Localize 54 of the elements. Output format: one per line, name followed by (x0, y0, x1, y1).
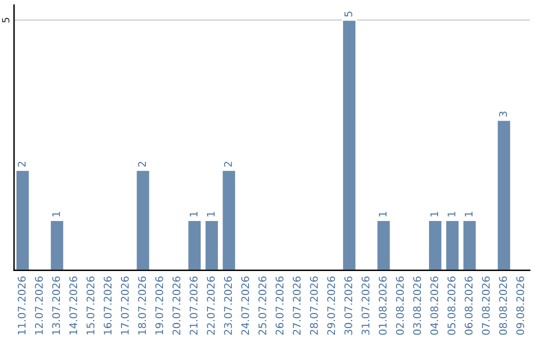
bar (342, 19, 357, 270)
data-label: 1 (464, 212, 472, 216)
x-tick-label: 31.07.2026 (362, 276, 370, 335)
data-label: 2 (138, 162, 146, 167)
x-tick-label: 08.08.2026 (499, 276, 507, 335)
data-label: 3 (499, 112, 507, 117)
data-label: 5 (344, 12, 352, 17)
x-tick-label: 30.07.2026 (344, 276, 352, 335)
x-tick-label: 07.08.2026 (482, 276, 490, 335)
bar (496, 119, 512, 270)
x-tick-label: 13.07.2026 (52, 276, 60, 334)
bar (49, 220, 65, 270)
data-label: 1 (378, 212, 386, 216)
x-tick-label: 12.07.2026 (34, 276, 43, 334)
bar (186, 220, 202, 270)
bar (221, 170, 236, 270)
x-tick-label: 23.07.2026 (224, 276, 232, 335)
bar (462, 220, 478, 270)
bar (135, 170, 151, 270)
data-label: 2 (18, 162, 26, 167)
x-tick-label: 04.08.2026 (430, 276, 438, 335)
x-tick-label: 29.07.2026 (327, 276, 336, 335)
x-tick-label: 24.07.2026 (241, 276, 250, 335)
data-label: 1 (448, 212, 456, 216)
x-tick-label: 20.07.2026 (172, 276, 180, 335)
x-tick-label: 27.07.2026 (292, 276, 301, 335)
bar (444, 220, 460, 270)
x-tick-label: 28.07.2026 (310, 276, 318, 335)
x-tick-label: 15.07.2026 (86, 276, 94, 334)
x-tick-label: 11.07.2026 (18, 276, 26, 334)
bar (428, 220, 443, 270)
data-label: 2 (224, 162, 232, 167)
data-label: 1 (430, 212, 438, 216)
x-tick-label: 25.07.2026 (258, 276, 266, 335)
x-tick-label: 17.07.2026 (120, 276, 129, 334)
x-tick-label: 05.08.2026 (448, 276, 456, 335)
x-tick-label: 22.07.2026 (206, 276, 215, 335)
x-tick-label: 14.07.2026 (69, 276, 78, 334)
bar (376, 220, 392, 270)
x-tick-label: 26.07.2026 (276, 276, 284, 335)
x-tick-label: 18.07.2026 (138, 276, 146, 334)
x-tick-label: 09.08.2026 (516, 276, 524, 335)
x-tick-label: 02.08.2026 (396, 276, 404, 335)
x-tick-label: 19.07.2026 (155, 276, 164, 334)
data-label: 1 (207, 212, 215, 216)
x-tick-label: 03.08.2026 (413, 276, 422, 335)
data-label: 1 (190, 212, 198, 216)
x-tick-label: 01.08.2026 (378, 276, 387, 335)
x-tick-label: 06.08.2026 (464, 276, 473, 335)
x-tick-label: 21.07.2026 (190, 276, 198, 335)
bar (15, 170, 30, 270)
x-tick-label: 16.07.2026 (104, 276, 112, 334)
bar (204, 220, 220, 270)
data-label: 1 (52, 212, 60, 216)
